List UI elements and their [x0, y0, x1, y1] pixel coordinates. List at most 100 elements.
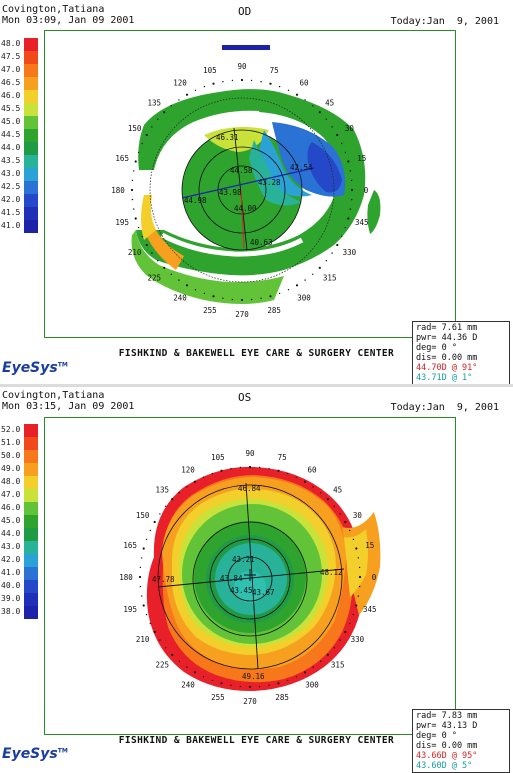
- map-frame: [44, 30, 456, 338]
- axis-tick: [339, 639, 341, 641]
- scale-label: 38.0: [1, 607, 21, 616]
- axis-degree-label: 255: [203, 306, 217, 315]
- axis-tick: [131, 179, 134, 182]
- axis-tick: [145, 243, 148, 247]
- axis-tick: [203, 85, 206, 88]
- map-value: 43.67: [252, 588, 275, 597]
- axis-tick: [212, 82, 215, 85]
- scale-step: 46.0: [0, 502, 40, 515]
- map-ring-2: [198, 146, 286, 234]
- axis-tick: [352, 613, 355, 616]
- axis-degree-label: 0: [372, 573, 377, 582]
- scale-label: 47.0: [1, 490, 21, 499]
- axis-tick: [295, 93, 299, 96]
- logo-text: EyeSys: [2, 360, 58, 376]
- scale-step: 41.0: [0, 567, 40, 580]
- axis-tick: [250, 298, 253, 301]
- scale-step: 43.0: [0, 168, 40, 181]
- axis-tick: [341, 235, 343, 238]
- axis-tick: [137, 151, 140, 154]
- keratometry-box: rad= 7.83 mm pwr= 43.13 D deg= 0 ° dis= …: [412, 709, 510, 773]
- axis-tick: [165, 647, 167, 649]
- map-value: 48.12: [320, 568, 343, 577]
- axis-tick: [145, 538, 148, 541]
- axis-degree-label: 120: [173, 79, 187, 88]
- scale-label: 48.0: [1, 477, 21, 486]
- axis-tick: [171, 653, 174, 656]
- axis-tick: [163, 111, 166, 114]
- today-date: Today:Jan 9, 2001: [390, 402, 499, 413]
- logo-text: EyeSys: [2, 746, 58, 762]
- scale-step: 42.0: [0, 554, 40, 567]
- map-axis-steep: [245, 482, 259, 670]
- axis-tick: [178, 279, 180, 281]
- axis-tick: [222, 81, 224, 83]
- degree-value: deg= 0 °: [416, 343, 457, 353]
- scale-label: 44.5: [1, 130, 21, 139]
- topography-map: 0 15 30 45 60 75 90 105 120 135 150 165 180 195 210 225…: [111, 45, 381, 319]
- axis-tick: [240, 298, 244, 302]
- scale-swatch: [24, 463, 38, 476]
- axis-tick: [325, 118, 327, 121]
- scale-label: 51.0: [1, 438, 21, 447]
- scale-label: 45.5: [1, 104, 21, 113]
- scale-step: 45.0: [0, 515, 40, 528]
- axis-tick: [320, 492, 322, 494]
- map-region-right-lobe-yellow: [344, 529, 368, 597]
- axis-tick: [320, 660, 322, 662]
- map-region-left-lower: [131, 230, 284, 304]
- axis-tick: [193, 671, 197, 674]
- scale-label: 46.0: [1, 503, 21, 512]
- axis-degree-label: 345: [355, 218, 369, 227]
- axis-tick: [142, 604, 145, 607]
- scale-step: 40.0: [0, 580, 40, 593]
- axis-tick: [134, 217, 137, 220]
- scale-swatch: [24, 593, 38, 606]
- scale-step: 45.0: [0, 116, 40, 129]
- axis-degree-label: 210: [136, 635, 150, 644]
- axis-tick: [142, 547, 145, 550]
- axis-tick: [355, 547, 358, 550]
- axis-tick: [239, 685, 242, 688]
- axis-degree-label: 75: [270, 66, 279, 75]
- axis-tick: [358, 575, 362, 579]
- scale-label: 48.0: [1, 39, 21, 48]
- axis-tick: [358, 585, 361, 588]
- axis-ring: 0 15 30 45 60 75 90 105 120 135 150 165 180 195 210 225…: [111, 62, 369, 319]
- axis-tick: [303, 480, 307, 483]
- axis-tick: [304, 279, 306, 281]
- axis-tick: [344, 151, 347, 154]
- axis-degree-label: 105: [211, 453, 225, 462]
- map-value: 43.84: [220, 574, 243, 583]
- axis-degree-label: 330: [351, 635, 365, 644]
- axis-degree-label: 300: [305, 680, 319, 689]
- scale-swatch: [24, 168, 38, 181]
- axis-tick: [159, 639, 161, 641]
- scale-step: 44.5: [0, 129, 40, 142]
- scale-label: 42.5: [1, 182, 21, 191]
- scale-step: 41.0: [0, 220, 40, 233]
- patient-name: Covington,Tatiana: [2, 4, 105, 15]
- axis-tick: [312, 486, 314, 488]
- axis-tick: [277, 682, 280, 685]
- axis-tick: [153, 630, 156, 634]
- scale-label: 42.0: [1, 555, 21, 564]
- axis-tick: [318, 111, 321, 114]
- axis-degree-label: 225: [156, 661, 170, 670]
- map-region-left-yellow: [141, 195, 156, 240]
- axis-degree-label: 60: [299, 79, 309, 88]
- scale-label: 41.0: [1, 221, 21, 230]
- axis-tick: [211, 679, 214, 682]
- scale-swatch: [24, 554, 38, 567]
- map-value: 47.78: [152, 575, 175, 584]
- keratometry-box: rad= 7.61 mm pwr= 44.36 D deg= 0 ° dis= …: [412, 321, 510, 385]
- axis-tick: [344, 226, 347, 229]
- patient-name: Covington,Tatiana: [2, 390, 105, 401]
- axis-tick: [133, 208, 135, 210]
- axis-tick: [344, 520, 347, 524]
- axis-degree-label: 330: [343, 248, 357, 257]
- axis-tick: [170, 273, 172, 275]
- axis-tick: [277, 469, 280, 472]
- axis-tick: [355, 604, 358, 607]
- power-value: pwr= 43.13 D: [416, 721, 478, 731]
